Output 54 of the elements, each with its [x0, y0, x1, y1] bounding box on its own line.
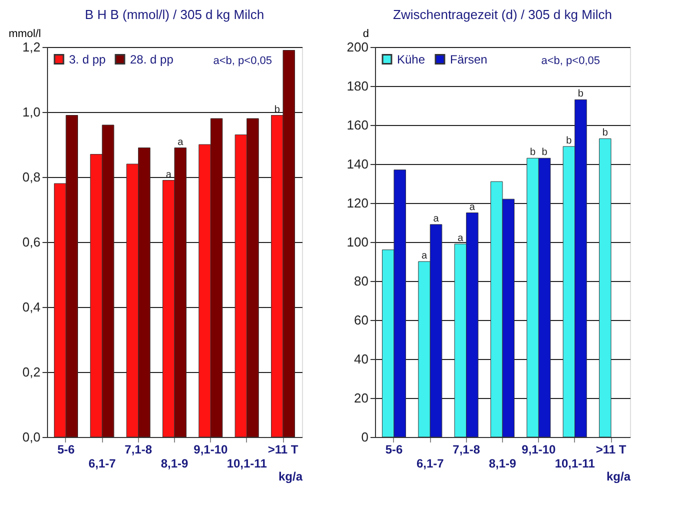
y-tick-label: 0,0	[22, 430, 40, 444]
y-tick-label: 20	[354, 390, 368, 406]
y-tick-label: 140	[346, 156, 368, 172]
y-axis-title: d	[362, 28, 369, 40]
legend-label: 3. d pp	[69, 52, 106, 66]
x-tick-label: 9,1-10	[194, 442, 228, 456]
x-tick-label: 8,1-9	[160, 456, 188, 470]
x-tick-label: 5-6	[57, 442, 75, 456]
x-tick-label: 9,1-10	[522, 442, 556, 456]
annotation: a<b, p<0,05	[213, 55, 272, 67]
x-tick-label: 5-6	[385, 442, 403, 456]
x-tick-label: >11 T	[268, 442, 299, 456]
y-tick-label: 0,6	[22, 234, 40, 250]
y-tick-label: 120	[346, 196, 368, 210]
y-tick-label: 100	[346, 234, 368, 250]
y-tick-label: 180	[346, 78, 368, 94]
legend-label: 28. d pp	[130, 52, 174, 66]
annotation: a	[458, 232, 464, 244]
annotation: a	[422, 250, 428, 262]
y-tick-label: 80	[354, 274, 368, 288]
x-tick-label: 10,1-11	[554, 456, 596, 470]
legend-label: Färsen	[450, 52, 488, 66]
legend-label: Kühe	[397, 52, 426, 66]
chart-title: Zwischentragezeit (d) / 305 d kg Milch	[393, 7, 612, 22]
annotation: a	[433, 213, 440, 224]
y-axis-title: mmol/l	[8, 28, 41, 40]
y-tick-label: 0,8	[22, 170, 40, 184]
annotation: b	[602, 128, 608, 139]
x-tick-label: >11 T	[596, 442, 627, 456]
annotation: a	[469, 202, 476, 213]
y-tick-label: 0	[361, 430, 368, 444]
x-axis-title: kg/a	[606, 470, 631, 484]
annotation: a<b, p<0,05	[541, 55, 600, 67]
x-axis-title: kg/a	[278, 470, 303, 484]
y-tick-label: 1,2	[22, 40, 40, 54]
annotation: b	[530, 147, 536, 158]
annotation: b	[578, 88, 584, 100]
x-tick-label: 10,1-11	[226, 456, 268, 470]
annotation: a	[178, 136, 184, 148]
y-tick-label: 40	[354, 352, 368, 366]
y-tick-label: 0,2	[22, 364, 40, 380]
x-tick-label: 7,1-8	[452, 442, 480, 456]
annotation: b	[566, 135, 572, 146]
x-tick-label: 7,1-8	[124, 442, 152, 456]
y-tick-label: 200	[346, 40, 368, 54]
y-tick-label: 160	[346, 118, 368, 132]
annotation: b	[542, 147, 548, 158]
y-tick-label: 0,4	[22, 300, 40, 314]
y-tick-label: 60	[354, 312, 368, 328]
chart-title: B H B (mmol/l) / 305 d kg Milch	[84, 7, 264, 22]
x-tick-label: 6,1-7	[88, 456, 116, 470]
x-tick-label: 8,1-9	[488, 456, 516, 470]
x-tick-label: 6,1-7	[416, 456, 444, 470]
y-tick-label: 1,0	[22, 104, 40, 120]
